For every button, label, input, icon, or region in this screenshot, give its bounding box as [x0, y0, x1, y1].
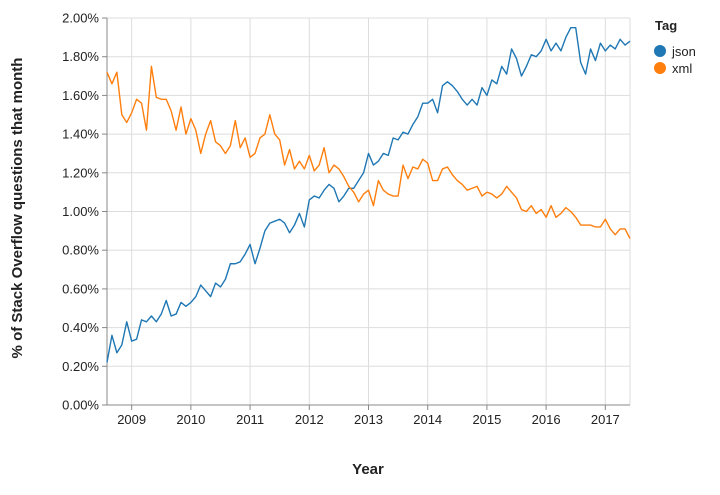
x-tick-label: 2011 — [236, 412, 264, 427]
x-tick-label: 2014 — [413, 412, 442, 427]
legend-label-xml: xml — [672, 61, 692, 76]
x-tick-label: 2017 — [591, 412, 620, 427]
y-tick-label: 1.60% — [62, 88, 99, 103]
series-line-json — [106, 26, 631, 363]
y-tick-label: 1.20% — [62, 165, 99, 180]
legend-label-json: json — [671, 44, 696, 59]
y-axis: 0.00% 0.20% 0.40% 0.60% 0.80% 1.00% 1.20% 1.40%… — [62, 11, 108, 413]
plot-area — [107, 17, 631, 406]
x-tick-label: 2012 — [295, 412, 324, 427]
y-tick-label: 0.40% — [62, 320, 99, 335]
x-tick-label: 2010 — [176, 412, 205, 427]
x-tick-label: 2013 — [354, 412, 383, 427]
x-tick-label: 2009 — [117, 412, 146, 427]
y-tick-label: 0.00% — [62, 398, 99, 413]
y-tick-label: 1.40% — [62, 127, 99, 142]
x-axis-title: Year — [352, 461, 384, 478]
y-tick-label: 0.20% — [62, 359, 99, 374]
x-tick-label: 2016 — [532, 412, 561, 427]
y-tick-label: 0.60% — [62, 281, 99, 296]
y-axis-title: % of Stack Overflow questions that month — [9, 58, 26, 359]
y-tick-label: 1.80% — [62, 49, 99, 64]
y-tick-label: 2.00% — [62, 11, 99, 26]
legend-swatch-json — [654, 45, 666, 57]
x-axis: 2009 2010 2011 2012 2013 2014 2015 2016 2017 — [107, 404, 630, 427]
x-tick-label: 2015 — [472, 412, 501, 427]
legend-swatch-xml — [654, 62, 666, 74]
y-tick-label: 1.00% — [62, 204, 99, 219]
series-layer — [106, 26, 631, 363]
series-line-xml — [106, 65, 631, 239]
y-tick-label: 0.80% — [62, 243, 99, 258]
legend-title: Tag — [655, 18, 677, 33]
legend: Tag json xml — [654, 18, 696, 76]
